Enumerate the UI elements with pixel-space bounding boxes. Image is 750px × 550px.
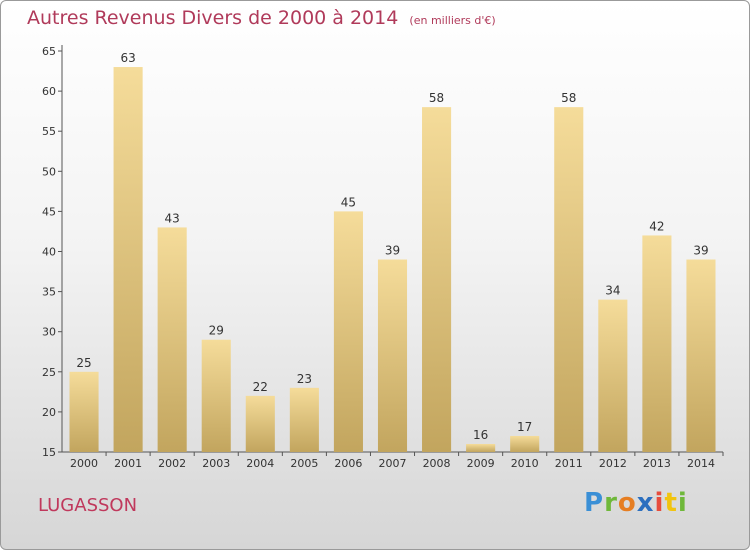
bar <box>333 211 363 452</box>
x-tick-label: 2002 <box>158 457 186 470</box>
x-tick-label: 2014 <box>687 457 715 470</box>
bar <box>245 395 275 452</box>
data-label: 17 <box>517 420 532 434</box>
y-tick-label: 60 <box>42 85 56 98</box>
bar <box>510 435 540 452</box>
unit-text: (en milliers d'€) <box>409 14 496 27</box>
logo-letter: t <box>664 488 678 518</box>
data-label: 58 <box>561 91 576 105</box>
y-tick-label: 35 <box>42 286 56 299</box>
x-tick-label: 2013 <box>643 457 671 470</box>
x-tick-label: 2000 <box>70 457 98 470</box>
data-label: 23 <box>297 372 312 386</box>
bars <box>69 67 716 452</box>
place-name: LUGASSON <box>38 495 138 516</box>
title-text: Autres Revenus Divers de 2000 à 2014 <box>27 7 399 29</box>
logo-letter: r <box>604 488 618 518</box>
data-label: 58 <box>429 91 444 105</box>
data-label: 22 <box>253 380 268 394</box>
bar <box>69 371 99 452</box>
bar <box>113 67 143 452</box>
x-tick-label: 2001 <box>114 457 142 470</box>
bar <box>642 235 672 452</box>
x-tick-label: 2007 <box>379 457 407 470</box>
x-tick-label: 2010 <box>511 457 539 470</box>
bar <box>201 339 231 452</box>
logo-letter: i <box>677 488 688 518</box>
data-label: 42 <box>649 219 664 233</box>
bar <box>377 259 408 452</box>
x-tick-label: 2006 <box>334 457 362 470</box>
data-label: 43 <box>165 211 180 225</box>
y-tick-label: 25 <box>42 366 56 379</box>
data-label: 25 <box>76 356 91 370</box>
x-tick-label: 2004 <box>246 457 274 470</box>
logo-letter: x <box>636 488 655 518</box>
data-label: 45 <box>341 195 356 209</box>
proxiti-logo: Proxiti <box>584 488 688 518</box>
bar <box>157 227 187 452</box>
bar <box>554 107 584 452</box>
data-label: 63 <box>120 51 135 65</box>
x-tick-label: 2012 <box>599 457 627 470</box>
data-label: 29 <box>209 324 224 338</box>
y-tick-label: 45 <box>42 205 56 218</box>
bar <box>598 299 628 452</box>
bar <box>466 443 496 452</box>
x-tick-label: 2009 <box>467 457 495 470</box>
bar <box>289 387 319 452</box>
data-label: 16 <box>473 428 488 442</box>
logo-letter: o <box>617 488 637 518</box>
bar <box>686 259 716 452</box>
y-tick-label: 30 <box>42 326 56 339</box>
data-label: 39 <box>385 244 400 258</box>
x-tick-label: 2003 <box>202 457 230 470</box>
y-tick-label: 55 <box>42 125 56 138</box>
x-tick-label: 2008 <box>423 457 451 470</box>
y-tick-label: 20 <box>42 406 56 419</box>
data-label: 39 <box>693 244 708 258</box>
y-tick-label: 65 <box>42 45 56 58</box>
y-tick-label: 50 <box>42 165 56 178</box>
y-tick-label: 40 <box>42 246 56 259</box>
logo-letter: i <box>654 488 665 518</box>
x-tick-label: 2011 <box>555 457 583 470</box>
y-tick-label: 15 <box>42 446 56 459</box>
data-label: 34 <box>605 284 620 298</box>
x-tick-label: 2005 <box>290 457 318 470</box>
bar <box>422 107 452 452</box>
labels: 25 2000 63 2001 43 2002 29 2003 22 2004 23 2005 45 20… <box>70 51 715 470</box>
logo-letter: P <box>584 488 605 518</box>
chart-title: Autres Revenus Divers de 2000 à 2014 (en… <box>27 7 496 29</box>
